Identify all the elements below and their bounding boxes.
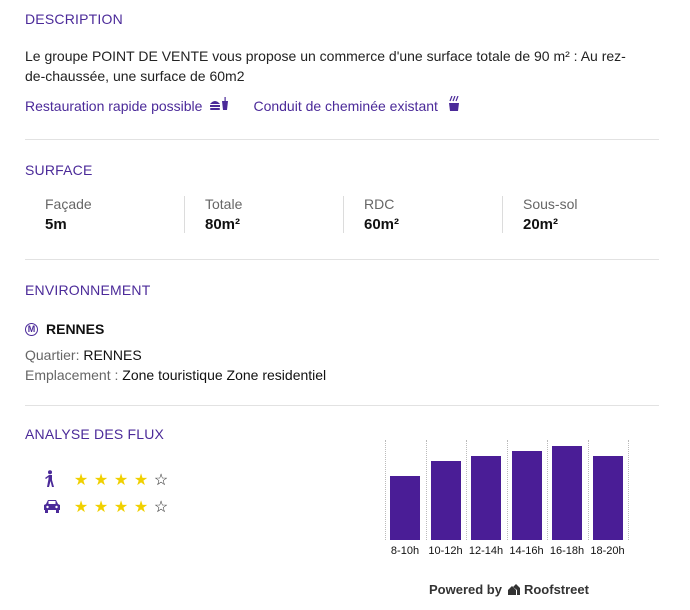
star-filled-icon: ★ [133,499,149,516]
star-empty-icon: ☆ [153,499,169,516]
feature-label: Conduit de cheminée existant [253,97,438,114]
powered-prefix: Powered by [429,582,502,597]
x-tick-label: 16-18h [549,545,585,557]
divider [25,259,659,260]
surface-value: 80m² [205,216,241,233]
x-tick-label: 8-10h [390,545,420,557]
grid-line [628,440,629,540]
star-rating: ★ ★ ★ ★ ☆ [71,472,171,490]
x-tick-label: 10-12h [428,545,463,557]
car-icon [43,499,71,518]
feature-label: Restauration rapide possible [25,97,203,114]
surface-value: 5m [45,216,67,233]
star-filled-icon: ★ [113,499,129,516]
flux-chart: 8-10h 10-12h 12-14h 14-16h 16-18h 18-20h [385,440,629,565]
rating-pedestrian: ★ ★ ★ ★ ☆ [43,469,171,493]
bar-8-10h [390,476,420,540]
bar-10-12h [430,461,461,540]
bar-18-20h [592,456,623,540]
surface-value: 60m² [364,216,400,233]
surface-cell-facade: Façade 5m [25,196,184,233]
star-filled-icon: ★ [73,499,89,516]
star-rating: ★ ★ ★ ★ ☆ [71,499,171,517]
powered-by: Powered by Roofstreet [429,582,589,597]
grid-line [587,440,589,540]
surface-label: Totale [205,196,243,212]
metro-icon: M [25,322,38,336]
surface-title: SURFACE [25,162,93,178]
star-filled-icon: ★ [93,472,109,489]
rating-car: ★ ★ ★ ★ ☆ [43,498,171,518]
chimney-smoke-icon [448,95,460,115]
grid-line [466,440,467,540]
divider [25,139,659,140]
grid-line [506,440,508,540]
feature-list: Restauration rapide possible Conduit de … [25,95,460,115]
star-filled-icon: ★ [93,499,109,516]
quartier-row: Quartier: RENNES [25,345,142,365]
bar-16-18h [552,446,582,540]
flux-title: ANALYSE DES FLUX [25,426,165,442]
star-filled-icon: ★ [133,472,149,489]
surface-grid: Façade 5m Totale 80m² RDC 60m² Sous-sol … [25,196,661,233]
feature-fast-food: Restauration rapide possible [25,96,229,115]
grid-line [547,440,548,540]
surface-cell-sous-sol: Sous-sol 20m² [502,196,661,233]
star-empty-icon: ☆ [153,472,169,489]
grid-line [385,440,386,540]
powered-brand: Roofstreet [523,582,589,597]
grid-line [425,440,427,540]
divider [25,405,659,406]
station-name: RENNES [46,321,105,337]
bar-14-16h [511,451,542,540]
surface-cell-rdc: RDC 60m² [343,196,502,233]
x-tick-label: 14-16h [509,545,544,557]
emplacement-value: Zone touristique Zone residentiel [122,367,327,383]
metro-station: M RENNES [25,321,104,337]
star-filled-icon: ★ [73,472,89,489]
x-tick-label: 18-20h [590,545,625,557]
roofstreet-logo-icon [507,583,521,596]
star-filled-icon: ★ [113,472,129,489]
bar-12-14h [471,456,501,540]
surface-cell-totale: Totale 80m² [184,196,343,233]
description-text: Le groupe POINT DE VENTE vous propose un… [25,48,626,84]
quartier-value: RENNES [83,347,142,363]
description-title: DESCRIPTION [25,11,123,27]
surface-label: RDC [364,196,395,212]
pedestrian-icon [43,469,71,493]
quartier-label: Quartier: [25,347,80,363]
surface-value: 20m² [523,216,559,233]
surface-label: Sous-sol [523,196,578,212]
emplacement-row: Emplacement : Zone touristique Zone resi… [25,365,326,385]
environnement-title: ENVIRONNEMENT [25,282,151,298]
fast-food-icon [209,97,229,114]
surface-label: Façade [45,196,92,212]
emplacement-label: Emplacement : [25,367,119,383]
x-tick-label: 12-14h [468,545,504,557]
feature-chimney: Conduit de cheminée existant [253,95,460,115]
